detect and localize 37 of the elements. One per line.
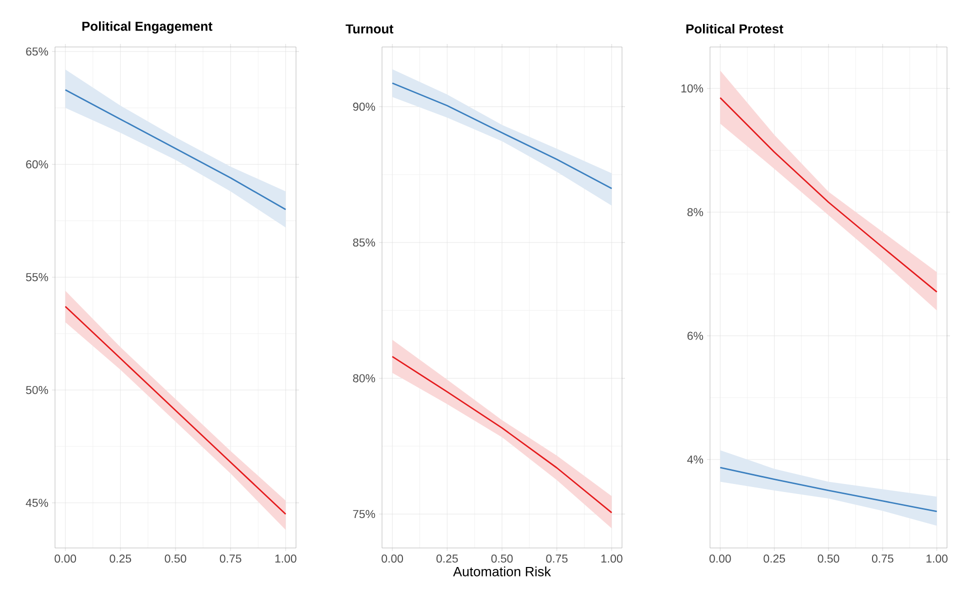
y-tick-label: 90%	[353, 102, 376, 111]
x-tick-label: 0.50	[491, 554, 513, 563]
x-tick-label: 0.75	[220, 554, 242, 563]
y-tick-label: 6%	[688, 332, 704, 340]
y-tick-label: 80%	[353, 374, 376, 382]
y-tick-label: 50%	[26, 386, 48, 394]
y-tick-label: 8%	[687, 208, 704, 216]
y-tick-label: 4%	[687, 456, 704, 464]
y-tick-label: 85%	[353, 238, 376, 247]
line-series	[719, 97, 938, 293]
chart-title: Political Protest	[686, 24, 784, 34]
x-tick-label: 0.75	[872, 554, 894, 563]
y-tick-label: 45%	[26, 498, 48, 507]
x-tick-label: 0.00	[709, 554, 731, 563]
x-tick-label: 0.00	[54, 554, 76, 563]
line-series	[392, 356, 612, 514]
chart-title: Political Engagement	[82, 21, 212, 34]
line-series	[719, 466, 938, 512]
x-tick-label: 1.00	[601, 554, 622, 563]
x-tick-label: 0.25	[436, 554, 458, 563]
line-series	[392, 82, 612, 190]
x-tick-label: 0.25	[110, 554, 132, 563]
x-tick-label: 0.25	[764, 554, 786, 563]
y-tick-label: 65%	[26, 47, 48, 56]
x-axis-title: Automation Risk	[453, 566, 551, 576]
x-tick-label: 0.75	[546, 554, 568, 563]
x-tick-label: 0.50	[164, 554, 186, 563]
chart-title: Turnout	[346, 24, 394, 34]
x-tick-label: 0.00	[382, 554, 404, 563]
y-tick-label: 60%	[26, 160, 48, 168]
y-tick-label: 75%	[353, 510, 376, 518]
y-tick-label: 55%	[26, 273, 48, 282]
line-series	[64, 89, 286, 210]
x-tick-label: 0.50	[818, 554, 840, 563]
y-tick-label: 10%	[681, 84, 704, 92]
x-tick-label: 1.00	[926, 554, 948, 563]
x-tick-label: 1.00	[275, 554, 296, 563]
